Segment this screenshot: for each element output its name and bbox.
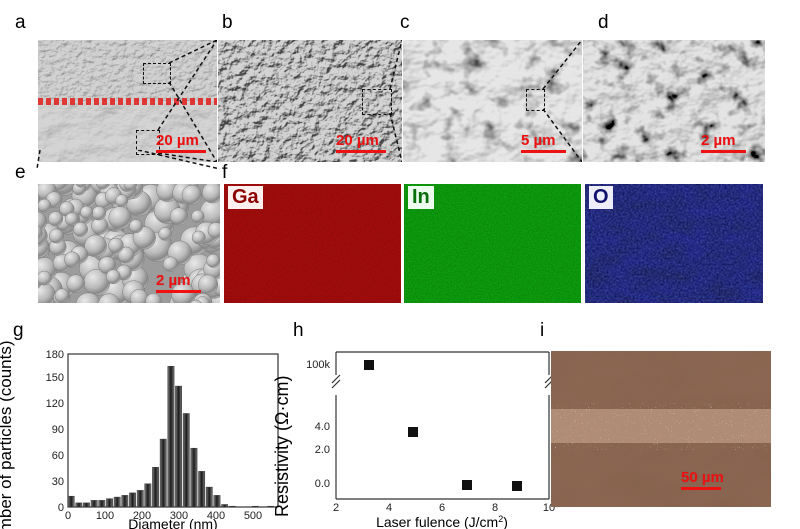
svg-text:8: 8: [492, 502, 498, 514]
svg-text:0: 0: [58, 502, 64, 514]
svg-text:4: 4: [386, 502, 392, 514]
svg-text:500: 500: [244, 510, 262, 522]
svg-text:2: 2: [333, 502, 339, 514]
svg-text:180: 180: [46, 349, 64, 361]
svg-text:0: 0: [65, 510, 71, 522]
svg-text:4.0: 4.0: [315, 421, 330, 433]
svg-text:100: 100: [96, 510, 114, 522]
svg-text:2.0: 2.0: [315, 444, 330, 456]
svg-text:120: 120: [46, 398, 64, 410]
svg-text:0.0: 0.0: [315, 478, 330, 490]
svg-text:150: 150: [46, 372, 64, 384]
svg-text:Laser fulence (J/cm2): Laser fulence (J/cm2): [376, 514, 508, 529]
svg-text:100k: 100k: [306, 359, 330, 371]
svg-text:6: 6: [439, 502, 445, 514]
svg-text:60: 60: [52, 450, 64, 462]
svg-text:90: 90: [52, 424, 64, 436]
svg-text:30: 30: [52, 476, 64, 488]
svg-text:Diameter (nm): Diameter (nm): [128, 516, 217, 529]
